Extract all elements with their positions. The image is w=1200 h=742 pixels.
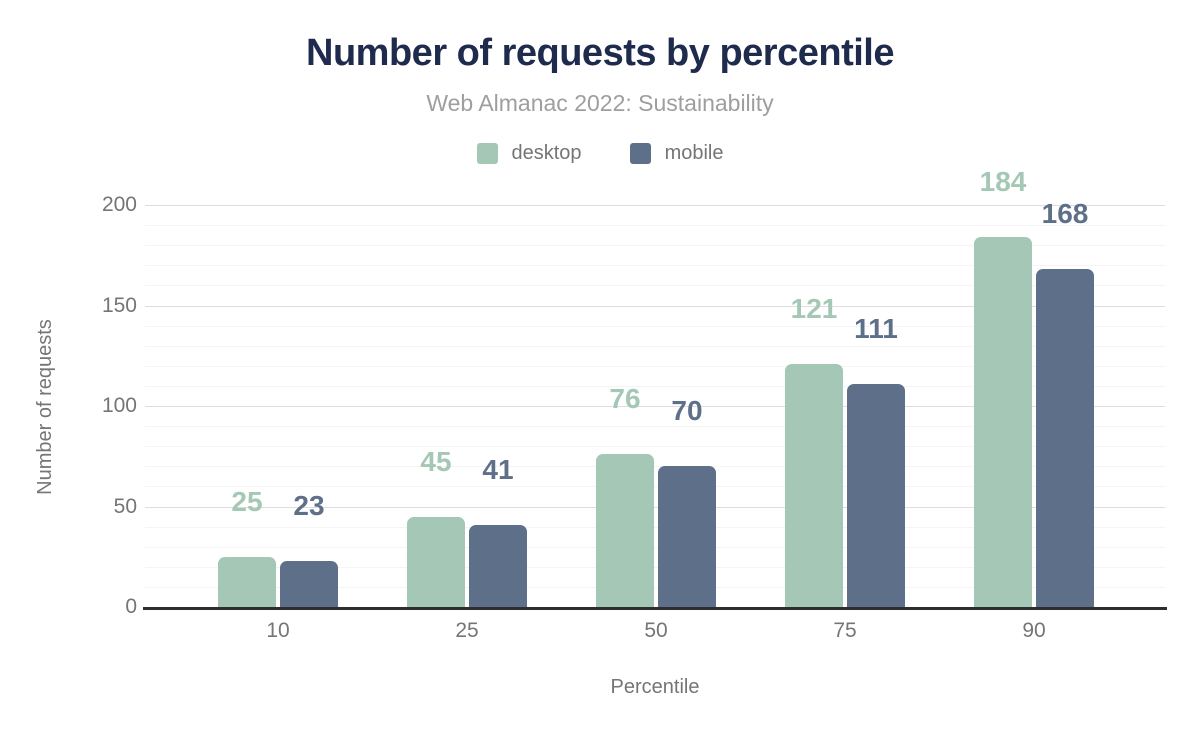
x-tick-label-50: 50 <box>644 619 668 642</box>
bar-mobile-p90[interactable] <box>1036 269 1094 607</box>
bar-mobile-p50[interactable] <box>658 466 716 607</box>
legend-item-mobile[interactable]: mobile <box>629 142 724 165</box>
value-label-desktop-p75: 121 <box>790 293 838 324</box>
mobile-swatch-icon <box>629 143 651 164</box>
y-tick-label-150: 150 <box>101 294 137 317</box>
legend-label-mobile: mobile <box>664 142 724 164</box>
bar-mobile-p10[interactable] <box>280 561 338 607</box>
gridline-minor-140 <box>145 326 1165 327</box>
x-tick-label-10: 10 <box>266 619 290 642</box>
chart-subtitle: Web Almanac 2022: Sustainability <box>426 90 774 116</box>
gridline-major-200 <box>145 205 1165 206</box>
y-tick-label-50: 50 <box>113 495 137 518</box>
gridline-major-150 <box>145 306 1165 307</box>
legend-label-desktop: desktop <box>511 142 582 164</box>
value-label-mobile-p25: 41 <box>482 454 514 485</box>
bar-desktop-p10[interactable] <box>218 557 276 607</box>
gridline-minor-90 <box>145 426 1165 427</box>
gridline-minor-180 <box>145 245 1165 246</box>
y-tick-label-0: 0 <box>125 595 137 618</box>
value-label-desktop-p90: 184 <box>979 166 1027 197</box>
desktop-swatch-icon <box>476 143 498 164</box>
x-tick-label-90: 90 <box>1022 619 1046 642</box>
bar-desktop-p90[interactable] <box>974 237 1032 607</box>
y-tick-label-100: 100 <box>101 394 137 417</box>
gridline-minor-190 <box>145 225 1165 226</box>
gridline-minor-10 <box>145 587 1165 588</box>
legend-item-desktop[interactable]: desktop <box>476 142 582 165</box>
gridline-minor-130 <box>145 346 1165 347</box>
value-label-mobile-p75: 111 <box>854 313 898 344</box>
value-label-desktop-p25: 45 <box>420 446 452 477</box>
gridline-minor-80 <box>145 446 1165 447</box>
gridline-minor-170 <box>145 265 1165 266</box>
gridline-minor-120 <box>145 366 1165 367</box>
gridline-minor-160 <box>145 285 1165 286</box>
y-axis-title: Number of requests <box>34 319 56 495</box>
bar-desktop-p25[interactable] <box>407 517 465 607</box>
value-label-desktop-p10: 25 <box>231 486 263 517</box>
bar-mobile-p75[interactable] <box>847 384 905 607</box>
value-label-mobile-p10: 23 <box>293 490 325 521</box>
gridline-minor-20 <box>145 567 1165 568</box>
gridline-major-50 <box>145 507 1165 508</box>
y-tick-label-200: 200 <box>101 193 137 216</box>
x-axis-title: Percentile <box>610 676 700 698</box>
value-label-mobile-p90: 168 <box>1041 198 1089 229</box>
value-label-mobile-p50: 70 <box>671 395 703 426</box>
x-axis-line <box>143 607 1167 610</box>
gridline-minor-30 <box>145 547 1165 548</box>
bar-mobile-p25[interactable] <box>469 525 527 607</box>
gridline-minor-70 <box>145 466 1165 467</box>
gridline-minor-110 <box>145 386 1165 387</box>
bar-desktop-p50[interactable] <box>596 454 654 607</box>
value-label-desktop-p50: 76 <box>609 383 641 414</box>
gridline-minor-60 <box>145 486 1165 487</box>
bar-desktop-p75[interactable] <box>785 364 843 607</box>
legend: desktop mobile <box>0 142 1200 165</box>
gridline-minor-40 <box>145 527 1165 528</box>
gridline-major-100 <box>145 406 1165 407</box>
x-tick-label-25: 25 <box>455 619 479 642</box>
x-tick-label-75: 75 <box>833 619 857 642</box>
chart-title: Number of requests by percentile <box>306 32 894 74</box>
